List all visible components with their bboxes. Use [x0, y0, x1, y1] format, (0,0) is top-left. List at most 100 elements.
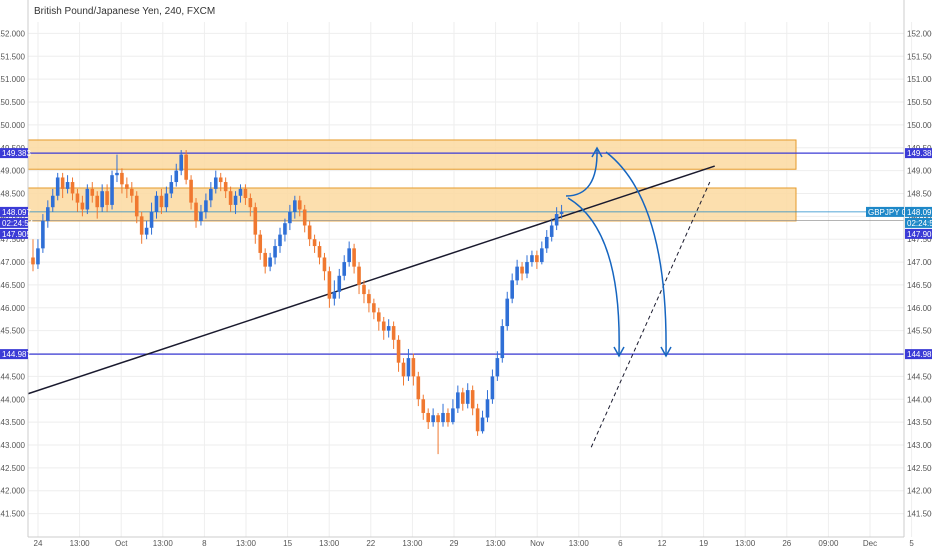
axes — [27, 0, 905, 538]
candle-body — [372, 303, 376, 313]
price-tag-left-2 — [0, 228, 28, 239]
candle-body — [535, 255, 539, 263]
x-tick-label: 15 — [283, 539, 292, 548]
candle-body — [164, 193, 169, 208]
candle-body — [362, 284, 366, 295]
candle-body — [465, 390, 470, 404]
y-tick-label-right: 147.000 — [907, 258, 932, 267]
candle-body — [253, 207, 258, 235]
candle-body — [243, 188, 248, 199]
candle-body — [263, 252, 267, 267]
candle-body — [377, 312, 381, 322]
y-tick-label-left: 144.500 — [0, 372, 26, 381]
y-tick-label-right: 150.500 — [907, 98, 932, 107]
candle-body — [456, 392, 460, 409]
x-tick-label: 13:00 — [319, 539, 340, 548]
candle-body — [367, 294, 371, 304]
candle-body — [105, 191, 109, 205]
y-tick-label-left: 151.000 — [0, 75, 26, 84]
x-tick-label: 8 — [202, 539, 207, 548]
candle-body — [559, 211, 564, 215]
x-tick-label: Dec — [863, 539, 877, 548]
candle-body — [307, 225, 312, 240]
candle-body — [223, 182, 228, 192]
candle-body — [149, 211, 154, 228]
x-tick-label: 09:00 — [818, 539, 839, 548]
y-axis-right-labels: 152.000151.500151.000150.500150.000149.5… — [907, 29, 932, 518]
candle-body — [194, 202, 198, 221]
candle-body — [65, 182, 70, 189]
candle-body — [60, 177, 65, 189]
x-tick-label: 13:00 — [236, 539, 257, 548]
arrow-down-short-path — [567, 197, 620, 355]
candle-body — [100, 191, 104, 208]
candle-body — [288, 211, 292, 224]
arrow-down-long-head — [660, 346, 672, 358]
y-tick-label-right: 147.500 — [907, 235, 932, 244]
candle-body — [544, 236, 549, 249]
candle-body — [495, 358, 500, 377]
price-tag-right — [905, 206, 932, 217]
y-tick-label-left: 142.000 — [0, 487, 26, 496]
candle-body — [554, 214, 559, 226]
candle-body — [460, 392, 465, 404]
x-tick-label: 13:00 — [70, 539, 91, 548]
y-tick-label-left: 141.500 — [0, 510, 26, 519]
candle-body — [36, 248, 40, 265]
candle-body — [391, 326, 396, 340]
y-tick-label-right: 152.000 — [907, 29, 932, 38]
candle-body — [130, 188, 134, 196]
y-tick-label-left: 142.500 — [0, 464, 26, 473]
candle-body — [441, 412, 445, 423]
candle-body — [174, 170, 179, 183]
level-tag-left — [0, 349, 28, 360]
candle-body — [218, 177, 223, 183]
candle-body — [199, 211, 203, 221]
x-tick-label: 12 — [658, 539, 667, 548]
candle-body — [233, 195, 238, 205]
candle-body — [337, 275, 342, 292]
candle-body — [144, 227, 149, 235]
y-tick-label-right: 144.500 — [907, 372, 932, 381]
candle-body — [347, 248, 351, 263]
x-tick-label: 22 — [366, 539, 375, 548]
candle-body — [520, 266, 524, 274]
candle-body — [327, 271, 332, 299]
candle-body — [480, 417, 485, 432]
y-tick-label-right: 148.500 — [907, 189, 932, 198]
x-tick-label: Nov — [530, 539, 544, 548]
y-tick-label-left: 147.000 — [0, 258, 26, 267]
candle-body — [120, 172, 124, 185]
y-tick-label-right: 143.000 — [907, 441, 932, 450]
projection-arrows — [565, 146, 672, 358]
horizontal-levels — [28, 152, 904, 355]
candle-body — [475, 408, 480, 432]
x-tick-label: Oct — [115, 539, 128, 548]
candle-body — [46, 207, 50, 221]
countdown-tag-right — [905, 217, 932, 228]
x-tick-label: 5 — [909, 539, 914, 548]
y-tick-label-right: 151.000 — [907, 75, 932, 84]
y-tick-label-right: 151.500 — [907, 52, 932, 61]
x-tick-label: 13:00 — [569, 539, 590, 548]
x-tick-label: 19 — [699, 539, 708, 548]
candle-body — [184, 154, 188, 180]
x-axis-labels: 24 13:00 Oct 13:00 8 13:00 15 13:00 22 13:00 29 13:… — [34, 539, 915, 548]
candle-body — [342, 262, 347, 276]
candle-body — [401, 362, 406, 377]
candle-body — [322, 257, 327, 272]
candle-body — [446, 412, 450, 423]
price-tag-left — [0, 206, 28, 217]
candle-body — [406, 358, 411, 377]
candle-body — [490, 376, 495, 400]
arrow-up-path — [565, 149, 598, 197]
candle-body — [238, 188, 243, 196]
candle-body — [213, 177, 218, 189]
x-tick-label: 13:00 — [402, 539, 423, 548]
candle-body — [228, 191, 233, 205]
y-tick-label-right: 145.500 — [907, 327, 932, 336]
candle-body — [179, 154, 183, 171]
candle-body — [436, 415, 440, 423]
price-tag-left-2-text: 147.905 — [2, 230, 31, 239]
